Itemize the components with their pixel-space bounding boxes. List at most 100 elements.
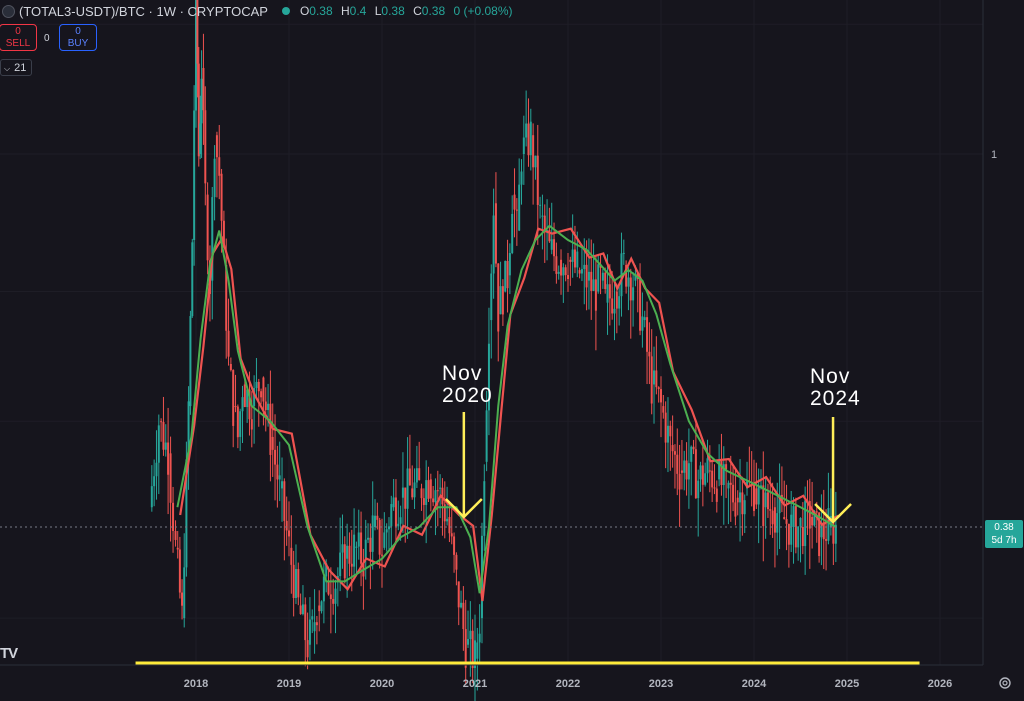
candle-body — [271, 436, 274, 450]
candle-body — [820, 522, 823, 538]
candle-body — [487, 343, 490, 411]
candle-body — [518, 184, 521, 231]
candle-body — [213, 158, 216, 198]
sell-button[interactable]: 0 SELL — [0, 24, 37, 51]
candle-body — [564, 267, 567, 276]
candle-body — [711, 470, 714, 488]
arrow-head-1 — [814, 503, 852, 524]
candle-body — [274, 449, 277, 465]
candle-body — [773, 507, 776, 533]
candle-body — [176, 547, 179, 550]
gear-icon[interactable] — [998, 676, 1012, 690]
candle-body — [697, 480, 700, 499]
buy-value: 0 — [75, 26, 81, 37]
candle-body — [769, 509, 772, 511]
candle-body — [343, 544, 346, 579]
buy-label: BUY — [67, 38, 89, 49]
candle-body — [580, 269, 583, 274]
candle-body — [206, 194, 209, 261]
candle-body — [497, 263, 500, 332]
candle-body — [587, 271, 590, 281]
candle-body — [801, 527, 804, 547]
candle-body — [290, 547, 293, 565]
candle-body — [199, 123, 202, 154]
candle-body — [318, 605, 321, 612]
candle-body — [718, 460, 721, 480]
candle-body — [211, 197, 214, 281]
candle-body — [655, 370, 658, 388]
candle-body — [191, 242, 194, 317]
buy-button[interactable]: 0 BUY — [59, 24, 97, 51]
candle-body — [153, 476, 156, 487]
candle-body — [790, 514, 793, 545]
ohlc-high: 0.4 — [349, 4, 367, 18]
x-tick-label: 2026 — [928, 678, 952, 690]
candle-body — [320, 601, 323, 612]
candle-body — [722, 464, 725, 486]
candle-body — [429, 479, 432, 499]
candle-body — [727, 482, 730, 489]
candle-body — [527, 123, 530, 156]
candle-body — [780, 494, 783, 504]
x-tick-label: 2021 — [463, 678, 487, 690]
candle-body — [467, 639, 470, 645]
candle-body — [325, 563, 328, 577]
candle-body — [660, 389, 662, 403]
chart-header: (TOTAL3-USDT)/BTC · 1W · CRYPTOCAP O0.38… — [0, 2, 518, 20]
candle-body — [174, 531, 177, 540]
candle-body — [408, 468, 411, 486]
candle-body — [195, 0, 197, 111]
candle-body — [355, 546, 358, 548]
candle-body — [799, 518, 802, 527]
candle-body — [583, 264, 586, 270]
candle-body — [164, 442, 167, 450]
candle-body — [643, 317, 646, 321]
candle-body — [436, 490, 439, 492]
candle-body — [243, 384, 246, 408]
candle-body — [460, 602, 463, 608]
candle-body — [685, 460, 688, 480]
candle-body — [322, 576, 325, 602]
candle-body — [490, 273, 493, 321]
candle-body — [378, 519, 381, 555]
candle-body — [276, 464, 279, 480]
candle-body — [678, 473, 681, 490]
candle-body — [813, 511, 816, 526]
candle-body — [215, 135, 218, 158]
candle-body — [785, 519, 788, 524]
symbol-title[interactable]: (TOTAL3-USDT)/BTC · 1W · CRYPTOCAP — [19, 3, 268, 19]
candle-body — [606, 284, 609, 303]
candle-body — [692, 446, 695, 450]
candle-body — [687, 463, 690, 480]
candle-body — [608, 284, 611, 299]
candle-body — [627, 277, 630, 287]
candle-body — [683, 460, 686, 473]
indicator-toggle[interactable]: ⌵ 21 — [0, 59, 32, 76]
chevron-down-icon: ⌵ — [4, 64, 11, 73]
candle-body — [392, 497, 395, 508]
candle-body — [406, 468, 409, 509]
candle-body — [671, 445, 674, 452]
candle-body — [353, 534, 356, 567]
candle-body — [701, 465, 704, 485]
candle-body — [397, 523, 400, 527]
tradingview-logo[interactable]: TV — [0, 645, 18, 662]
candle-body — [464, 629, 467, 668]
candle-body — [385, 529, 388, 533]
candle-body — [350, 563, 353, 567]
candle-body — [736, 497, 739, 503]
candle-body — [278, 475, 281, 480]
candle-body — [283, 481, 286, 521]
candle-body — [301, 604, 304, 615]
candle-body — [369, 537, 372, 552]
candle-body — [720, 460, 723, 486]
sell-label: SELL — [5, 38, 31, 49]
candle-body — [427, 480, 430, 499]
candle-body — [167, 442, 170, 475]
candle-body — [825, 539, 828, 541]
candle-body — [281, 481, 284, 489]
candle-body — [778, 494, 781, 514]
candle-body — [804, 500, 807, 547]
candle-body — [220, 173, 223, 221]
